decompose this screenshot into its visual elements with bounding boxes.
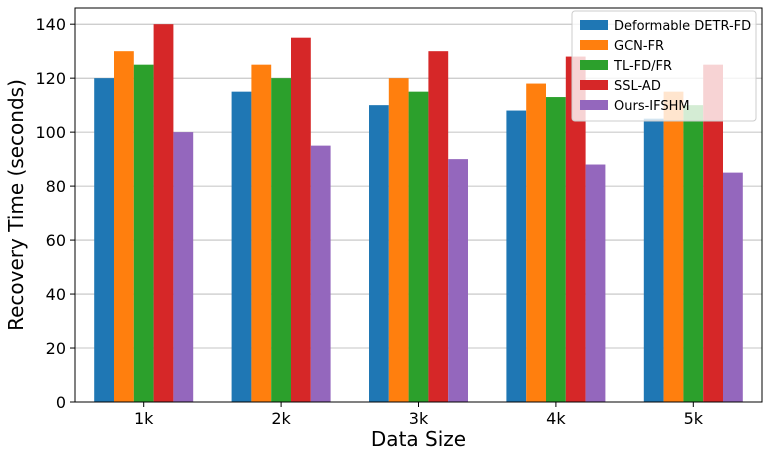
y-tick-label: 100 <box>35 123 66 142</box>
bar-gcn-fr-1k <box>114 51 134 403</box>
x-tick-label: 3k <box>409 409 429 428</box>
legend-label: Deformable DETR-FD <box>614 19 751 34</box>
bar-ours-ifshm-2k <box>310 145 331 403</box>
bar-ssl-ad-5k <box>703 64 723 402</box>
bars <box>94 24 743 403</box>
x-tick-label: 2k <box>271 409 291 428</box>
plot-frame <box>74 7 763 403</box>
y-tick-label: 120 <box>35 69 66 88</box>
bar-gcn-fr-4k <box>526 83 546 402</box>
bar-tl-fd-fr-5k <box>683 105 704 402</box>
bar-deformable-detr-fd-2k <box>231 91 252 402</box>
legend-swatch <box>580 100 608 110</box>
bar-ssl-ad-1k <box>153 24 174 403</box>
legend-swatch <box>580 60 608 70</box>
bar-deformable-detr-fd-1k <box>94 78 114 403</box>
bar-ours-ifshm-4k <box>585 164 606 402</box>
axes <box>70 7 763 407</box>
bar-tl-fd-fr-2k <box>271 78 291 403</box>
legend: Deformable DETR-FD GCN-FR TL-FD/FR SSL-AD Ou… <box>571 10 757 122</box>
bar-deformable-detr-fd-3k <box>369 105 389 402</box>
legend-label: GCN-FR <box>614 39 664 54</box>
bar-tl-fd-fr-4k <box>546 97 566 402</box>
legend-swatch <box>580 40 608 50</box>
bar-ours-ifshm-1k <box>173 132 194 402</box>
legend-box <box>571 10 757 122</box>
bar-deformable-detr-fd-4k <box>506 110 527 402</box>
legend-label: TL-FD/FR <box>613 59 672 74</box>
tick-labels: 0 20 40 60 80 100 120 140 1k 2k 3k 4k 5k <box>35 15 703 428</box>
bar-gcn-fr-5k <box>663 91 684 402</box>
bar-tl-fd-fr-1k <box>133 64 154 402</box>
x-tick-label: 1k <box>134 409 154 428</box>
bar-tl-fd-fr-3k <box>408 91 429 402</box>
y-tick-label: 140 <box>35 15 66 34</box>
legend-label: SSL-AD <box>614 79 661 94</box>
y-tick-label: 40 <box>46 285 66 304</box>
x-axis-title: Data Size <box>371 427 466 451</box>
x-tick-label: 4k <box>546 409 566 428</box>
y-tick-label: 60 <box>46 231 66 250</box>
bar-gcn-fr-2k <box>251 64 272 402</box>
legend-swatch <box>580 80 608 90</box>
bar-gcn-fr-3k <box>388 78 409 403</box>
y-tick-label: 0 <box>56 393 66 412</box>
y-tick-label: 80 <box>46 177 66 196</box>
y-tick-label: 20 <box>46 339 66 358</box>
legend-label: Ours-IFSHM <box>614 99 690 114</box>
bar-ssl-ad-4k <box>565 56 586 402</box>
bar-ssl-ad-2k <box>291 37 311 402</box>
legend-swatch <box>580 20 608 30</box>
bar-ours-ifshm-3k <box>448 159 468 402</box>
bar-ssl-ad-3k <box>428 51 449 403</box>
y-axis-title: Recovery Time (seconds) <box>4 79 28 331</box>
bar-deformable-detr-fd-5k <box>643 118 664 403</box>
bar-ours-ifshm-5k <box>723 172 743 402</box>
x-tick-label: 5k <box>684 409 704 428</box>
